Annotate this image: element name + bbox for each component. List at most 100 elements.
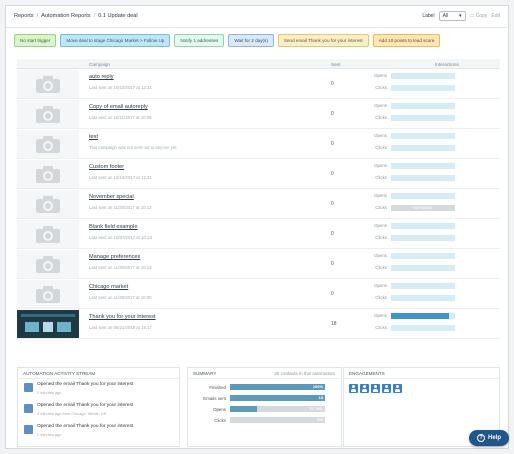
engagement-avatar[interactable]: [349, 384, 358, 393]
campaign-name-link[interactable]: Thank you for your interest: [89, 314, 156, 320]
email-thumbnail[interactable]: [17, 280, 79, 308]
summary-row: Clicks 0%: [188, 415, 341, 426]
opens-label: Opens: [374, 223, 387, 228]
summary-subtitle: 20 contacts in this automation: [274, 371, 335, 376]
workflow-step[interactable]: Add 10 points to lead score: [372, 34, 441, 47]
workflow-step[interactable]: No start trigger: [14, 34, 57, 47]
clicks-bar: [391, 235, 455, 241]
table-row: Copy of email autoreply Last sent on 10/1…: [17, 99, 500, 129]
sent-count: 0: [331, 141, 334, 147]
workflow-step[interactable]: Wait for 2 day(s): [228, 34, 274, 47]
campaign-name-link[interactable]: Chicago market: [89, 284, 129, 290]
avatar: [24, 383, 33, 392]
email-thumbnail[interactable]: [17, 100, 79, 128]
summary-row: Emails sent 18: [188, 393, 341, 404]
opens-label: Opens: [374, 133, 387, 138]
activity-item: Opened the email Thank you for your inte…: [18, 421, 179, 442]
opens-bar: [391, 313, 455, 319]
label-select[interactable]: All ▾: [438, 11, 466, 21]
campaign-name-link[interactable]: auto reply: [89, 74, 114, 80]
engagement-avatar[interactable]: [382, 384, 391, 393]
email-thumbnail[interactable]: [17, 130, 79, 158]
help-icon: ?: [476, 434, 485, 442]
email-thumbnail[interactable]: [17, 310, 79, 338]
opens-bar: [391, 73, 455, 79]
clicks-bar: [391, 85, 455, 91]
summary-value: 18: [318, 395, 323, 400]
email-thumbnail[interactable]: [17, 190, 79, 218]
opens-label: Opens: [374, 253, 387, 258]
campaign-name-link[interactable]: test: [89, 134, 99, 140]
avatar: [24, 425, 33, 434]
activity-time: 2 minutes ago from Chicago, Illinois, US: [37, 411, 107, 416]
clicks-bar: [391, 175, 455, 181]
activity-time: 2 minutes ago: [37, 432, 62, 437]
summary-panel: SUMMARY 20 contacts in this automation Fi…: [187, 367, 342, 447]
table-row: test This campaign was not sent out to an…: [17, 129, 500, 159]
campaign-last-sent: Last sent on 11/30/2017 at 10:13: [89, 205, 152, 210]
camera-icon: [36, 136, 60, 153]
breadcrumb-reports[interactable]: Reports: [14, 13, 34, 19]
toolbar: Label All ▾ ▭ Copy Edit: [422, 11, 500, 21]
opens-label: Opens: [374, 73, 387, 78]
clicks-bar: [391, 265, 455, 271]
summary-header: SUMMARY 20 contacts in this automation: [188, 368, 341, 379]
activity-time: 2 minutes ago: [37, 390, 62, 395]
activity-list: Opened the email Thank you for your inte…: [18, 379, 179, 442]
top-bar: Reports / Automation Reports/0.1 Update de…: [6, 6, 508, 28]
summary-bar: 100%: [230, 384, 325, 390]
campaign-name-link[interactable]: Blank field example: [89, 224, 138, 230]
clicks-label: Clicks: [375, 205, 387, 210]
table-row: auto reply Last sent on 10/10/2017 at 12:…: [17, 69, 500, 99]
clicks-label: Clicks: [375, 235, 387, 240]
opens-bar: [391, 193, 455, 199]
workflow-step[interactable]: Notify 1 addresses: [174, 34, 225, 47]
breadcrumb-current: 0.1 Update deal: [98, 13, 138, 19]
summary-bar: 18: [230, 395, 325, 401]
copy-button[interactable]: ▭ Copy: [469, 13, 488, 19]
opens-bar: [391, 163, 455, 169]
table-row: Blank field example Last sent on 10/07/20…: [17, 219, 500, 249]
sent-count: 0: [331, 201, 334, 207]
table-row: Custom footer Last sent on 10/16/2017 at …: [17, 159, 500, 189]
summary-bar: 27.78%: [230, 406, 325, 412]
campaign-last-sent: Last sent on 10/10/2017 at 12:31: [89, 85, 152, 90]
email-thumbnail[interactable]: [17, 220, 79, 248]
workflow-step[interactable]: Move deal to stage Chicago Market > Foll…: [60, 34, 171, 47]
bottom-panels: AUTOMATION ACTIVITY STREAM Opened the em…: [17, 367, 500, 447]
clicks-bar: [391, 325, 455, 331]
engagement-avatar[interactable]: [360, 384, 369, 393]
campaign-last-sent: Last sent on 10/07/2017 at 10:13: [89, 235, 152, 240]
camera-icon: [36, 196, 60, 213]
summary-row: Finished 100%: [188, 382, 341, 393]
opens-label: Opens: [374, 193, 387, 198]
engagement-avatar[interactable]: [393, 384, 402, 393]
workflow-step[interactable]: Send email Thank you for your interest: [277, 34, 369, 47]
email-thumbnail[interactable]: [17, 70, 79, 98]
label-text: Label: [422, 13, 435, 19]
clicks-label: Clicks: [375, 295, 387, 300]
sent-count: 0: [331, 291, 334, 297]
campaign-name-link[interactable]: Custom footer: [89, 164, 125, 170]
engagement-avatars: [349, 384, 402, 393]
email-thumbnail[interactable]: [17, 160, 79, 188]
campaign-name-link[interactable]: November special: [89, 194, 134, 200]
header-sent: Sent: [331, 62, 341, 67]
edit-button[interactable]: Edit: [491, 13, 500, 19]
clicks-label: Clicks: [375, 145, 387, 150]
engagement-avatar[interactable]: [371, 384, 380, 393]
campaign-name-link[interactable]: Manage preferences: [89, 254, 141, 260]
sent-count: 0: [331, 81, 334, 87]
activity-text: Opened the email Thank you for your inte…: [37, 424, 134, 429]
help-button[interactable]: ? Help: [469, 430, 509, 446]
campaign-last-sent: Last sent on 06/21/2018 at 19:17: [89, 325, 152, 330]
breadcrumb-automation-reports[interactable]: Automation Reports: [41, 13, 91, 19]
header-campaign: Campaign: [89, 62, 110, 67]
table-row: Thank you for your interest Last sent on …: [17, 309, 500, 339]
clicks-bar: [391, 145, 455, 151]
campaign-name-link[interactable]: Copy of email autoreply: [89, 104, 148, 110]
table-body: auto reply Last sent on 10/10/2017 at 12:…: [17, 69, 500, 339]
camera-icon: [36, 286, 60, 303]
email-thumbnail[interactable]: [17, 250, 79, 278]
clicks-label: Clicks: [375, 115, 387, 120]
